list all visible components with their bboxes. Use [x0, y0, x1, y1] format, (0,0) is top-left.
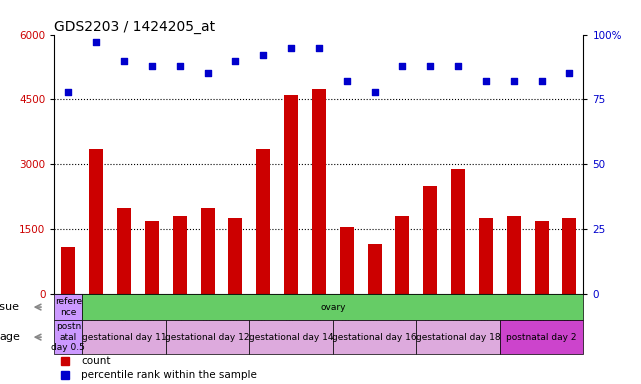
Bar	[284, 95, 298, 294]
Point	[91, 39, 101, 45]
Bar	[312, 89, 326, 294]
Bar	[145, 220, 159, 294]
Bar	[249, 320, 333, 354]
Bar	[117, 208, 131, 294]
Bar	[89, 149, 103, 294]
Bar	[201, 208, 215, 294]
Point	[342, 78, 352, 84]
Bar	[367, 244, 381, 294]
Bar	[166, 320, 249, 354]
Point	[258, 52, 269, 58]
Bar	[423, 186, 437, 294]
Text: gestational day 11: gestational day 11	[82, 333, 167, 342]
Point	[369, 89, 379, 95]
Point	[314, 45, 324, 51]
Bar	[333, 320, 416, 354]
Text: tissue: tissue	[0, 302, 20, 312]
Point	[564, 70, 574, 76]
Text: refere
nce: refere nce	[55, 297, 82, 317]
Point	[397, 63, 408, 69]
Bar	[479, 218, 493, 294]
Bar	[395, 216, 410, 294]
Point	[508, 78, 519, 84]
Point	[147, 63, 157, 69]
Text: GDS2203 / 1424205_at: GDS2203 / 1424205_at	[54, 20, 215, 33]
Bar	[500, 320, 583, 354]
Bar	[416, 320, 500, 354]
Text: gestational day 16: gestational day 16	[332, 333, 417, 342]
Bar	[256, 149, 271, 294]
Text: postnatal day 2: postnatal day 2	[506, 333, 577, 342]
Point	[453, 63, 463, 69]
Text: count: count	[81, 356, 110, 366]
Point	[425, 63, 435, 69]
Point	[119, 58, 129, 64]
Point	[481, 78, 491, 84]
Text: percentile rank within the sample: percentile rank within the sample	[81, 370, 257, 380]
Bar	[82, 320, 166, 354]
Point	[286, 45, 296, 51]
Point	[230, 58, 240, 64]
Bar	[535, 220, 549, 294]
Text: ovary: ovary	[320, 303, 345, 311]
Bar	[451, 169, 465, 294]
Bar	[562, 218, 576, 294]
Bar	[54, 294, 82, 320]
Bar	[228, 218, 242, 294]
Text: age: age	[0, 332, 20, 342]
Point	[174, 63, 185, 69]
Text: gestational day 18: gestational day 18	[416, 333, 501, 342]
Point	[63, 89, 74, 95]
Bar	[340, 227, 354, 294]
Point	[537, 78, 547, 84]
Text: gestational day 14: gestational day 14	[249, 333, 333, 342]
Bar	[507, 216, 520, 294]
Bar	[62, 247, 76, 294]
Text: postn
atal
day 0.5: postn atal day 0.5	[51, 322, 85, 352]
Point	[203, 70, 213, 76]
Text: gestational day 12: gestational day 12	[165, 333, 250, 342]
Bar	[54, 320, 82, 354]
Bar	[173, 216, 187, 294]
